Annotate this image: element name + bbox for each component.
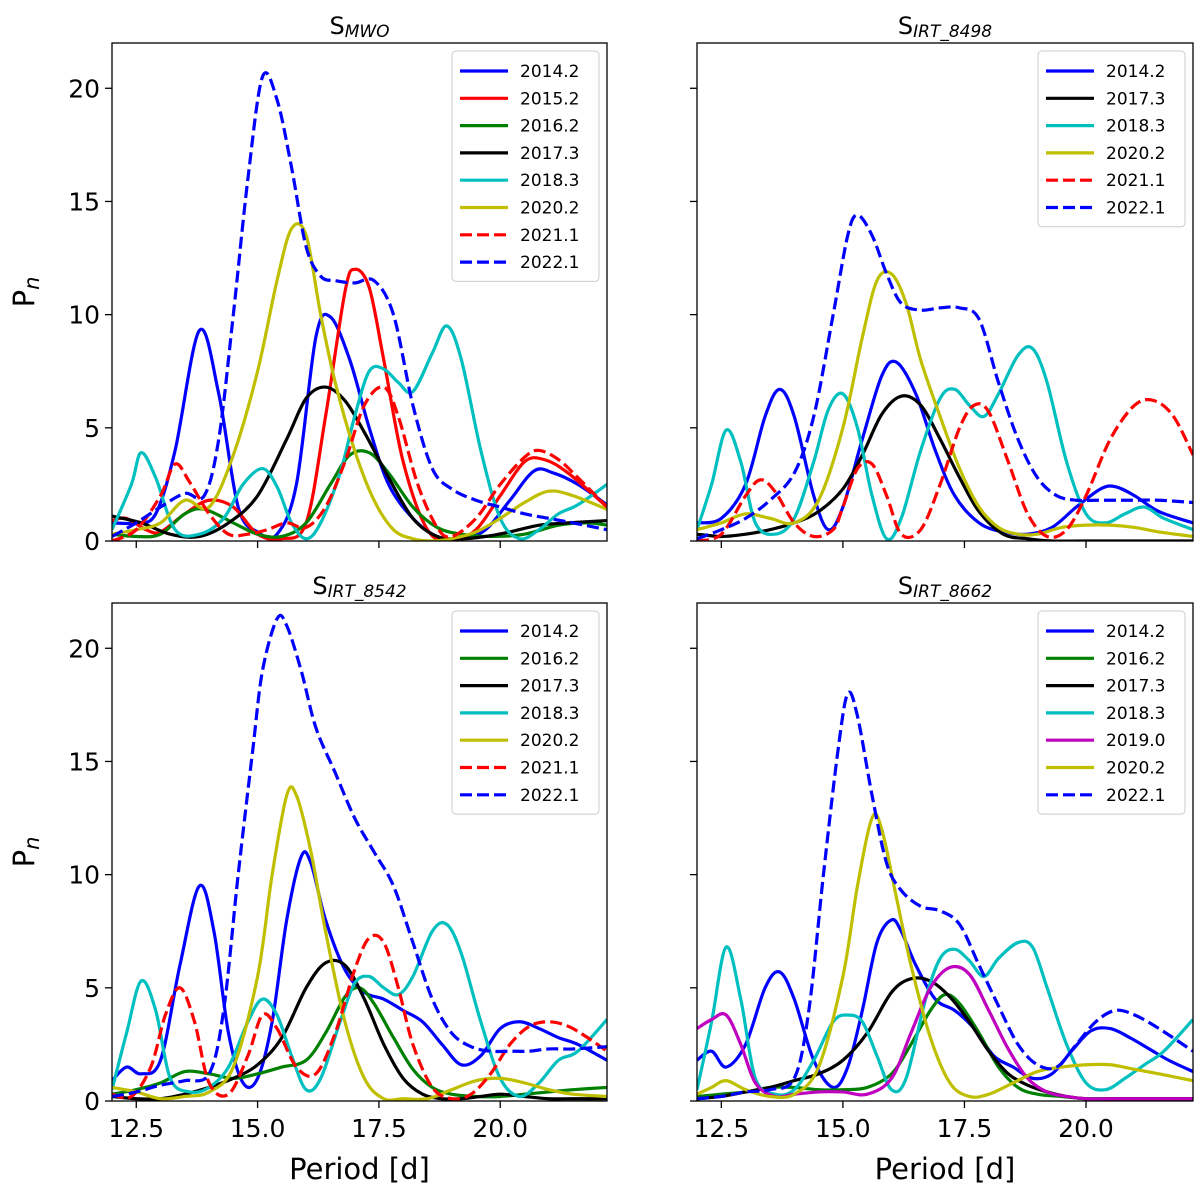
legend-box xyxy=(451,50,600,282)
legend-label: 2014.2 xyxy=(520,62,579,82)
legend-label: 2017.3 xyxy=(1106,89,1165,109)
series-line-2017.3 xyxy=(112,958,607,1101)
y-tick-label: 10 xyxy=(68,301,100,330)
y-axis-label: Pn xyxy=(7,277,44,308)
series-line-2021.1 xyxy=(112,933,607,1101)
x-axis-label: Period [d] xyxy=(289,1152,430,1186)
y-tick-label: 0 xyxy=(84,1087,100,1116)
legend-label: 2021.1 xyxy=(520,226,579,246)
x-axis-label: Period [d] xyxy=(875,1152,1016,1186)
legend-label: 2014.2 xyxy=(520,622,579,642)
legend-box xyxy=(1037,610,1186,815)
panel-title: SIRT_8498 xyxy=(898,12,992,42)
legend-label: 2018.3 xyxy=(520,704,579,724)
series-line-2020.2 xyxy=(112,222,607,541)
panel-4: 12.5 15.0 17.5 20.0 SIRT_8662 Period [d] 2014.… xyxy=(690,572,1194,1186)
legend-label: 2019.0 xyxy=(1106,731,1165,751)
series-line-2022.1 xyxy=(112,71,607,538)
axes-frame xyxy=(696,602,1194,1102)
y-tick-label: 5 xyxy=(84,974,100,1003)
y-tick-label: 15 xyxy=(68,187,100,216)
legend-label: 2020.2 xyxy=(1106,759,1165,779)
series-line-2021.1 xyxy=(697,397,1193,541)
x-tick-label: 15.0 xyxy=(815,1114,871,1143)
x-tick-label: 12.5 xyxy=(108,1114,164,1143)
series-line-2018.3 xyxy=(112,324,607,541)
y-tick-label: 0 xyxy=(84,527,100,556)
legend: 2014.2 2016.2 2017.3 2018.3 2020.2 2021.1 2022… xyxy=(451,610,600,815)
legend-label: 2016.2 xyxy=(1106,649,1165,669)
series-line-2021.1 xyxy=(112,385,607,541)
legend-label: 2022.1 xyxy=(1106,786,1165,806)
legend-label: 2016.2 xyxy=(520,117,579,137)
legend-label: 2014.2 xyxy=(1106,62,1165,82)
panel-title: SIRT_8542 xyxy=(312,572,406,602)
x-tick-label: 15.0 xyxy=(230,1114,286,1143)
legend-label: 2021.1 xyxy=(1106,171,1165,191)
legend-label: 2014.2 xyxy=(1106,622,1165,642)
legend-label: 2016.2 xyxy=(520,649,579,669)
series-line-2020.2 xyxy=(112,785,607,1101)
legend-label: 2022.1 xyxy=(1106,199,1165,219)
series-line-2019.0 xyxy=(697,964,1193,1101)
legend: 2014.2 2017.3 2018.3 2020.2 2021.1 2022.1 xyxy=(1037,50,1186,228)
legend-label: 2020.2 xyxy=(1106,144,1165,164)
axes-frame xyxy=(111,602,608,1102)
legend: 2014.2 2016.2 2017.3 2018.3 2019.0 2020.2 2022… xyxy=(1037,610,1186,815)
legend-label: 2017.3 xyxy=(520,144,579,164)
x-tick-label: 12.5 xyxy=(693,1114,749,1143)
legend-label: 2018.3 xyxy=(520,171,579,191)
axes-frame xyxy=(696,42,1194,542)
legend-label: 2018.3 xyxy=(1106,704,1165,724)
x-tick-label: 20.0 xyxy=(1058,1114,1114,1143)
series-line-2020.2 xyxy=(697,270,1193,539)
series-line-2018.3 xyxy=(697,345,1193,541)
series-line-2014.2 xyxy=(697,359,1193,537)
panel-1: 05101520SMWOPn2014.22015.22016.22017.320… xyxy=(7,12,608,556)
series-line-2022.1 xyxy=(697,213,1193,541)
series-line-2022.1 xyxy=(112,613,607,1099)
legend-label: 2020.2 xyxy=(520,199,579,219)
y-tick-label: 20 xyxy=(68,74,100,103)
y-axis-label: Pn xyxy=(7,837,44,868)
legend-box xyxy=(451,610,600,815)
axes-frame xyxy=(111,42,608,542)
series-line-2020.2 xyxy=(697,812,1193,1100)
legend-box xyxy=(1037,50,1186,228)
legend-label: 2017.3 xyxy=(520,677,579,697)
y-tick-label: 5 xyxy=(84,414,100,443)
legend-label: 2022.1 xyxy=(520,786,579,806)
series-line-2014.2 xyxy=(112,312,607,541)
legend: 2014.2 2015.2 2016.2 2017.3 2018.3 2020.2 2021… xyxy=(451,50,600,282)
y-tick-label: 10 xyxy=(68,861,100,890)
series-line-2014.2 xyxy=(697,917,1193,1090)
x-tick-label: 20.0 xyxy=(472,1114,528,1143)
legend-label: 2018.3 xyxy=(1106,117,1165,137)
panel-2: SIRT_84982014.22017.32018.32020.22021.12… xyxy=(690,12,1194,548)
legend-label: 2021.1 xyxy=(520,759,579,779)
panel-title: SIRT_8662 xyxy=(898,572,992,602)
panel-title: SMWO xyxy=(329,12,389,42)
legend-label: 2017.3 xyxy=(1106,677,1165,697)
panel-3: 0 5 10 15 20 12.5 15.0 17.5 20.0 SIRT_8542 Pn Perio… xyxy=(7,572,608,1186)
x-tick-label: 17.5 xyxy=(351,1114,407,1143)
legend-label: 2015.2 xyxy=(520,89,579,109)
legend-label: 2022.1 xyxy=(520,253,579,273)
y-tick-label: 20 xyxy=(68,634,100,663)
y-tick-label: 15 xyxy=(68,747,100,776)
series-line-2022.1 xyxy=(697,690,1193,1101)
legend-label: 2020.2 xyxy=(520,731,579,751)
x-tick-label: 17.5 xyxy=(937,1114,993,1143)
